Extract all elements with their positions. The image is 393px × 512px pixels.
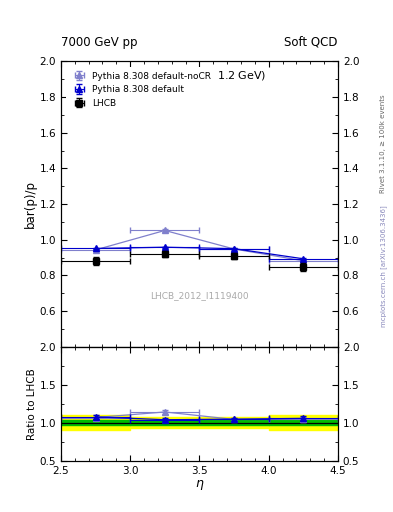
Text: Soft QCD: Soft QCD [285,36,338,49]
Legend: Pythia 8.308 default-noCR, Pythia 8.308 default, LHCB: Pythia 8.308 default-noCR, Pythia 8.308 … [66,67,215,112]
Y-axis label: bar(p)/p: bar(p)/p [24,180,37,228]
Text: LHCB_2012_I1119400: LHCB_2012_I1119400 [150,291,249,300]
Text: Rivet 3.1.10, ≥ 100k events: Rivet 3.1.10, ≥ 100k events [380,94,386,193]
X-axis label: $\eta$: $\eta$ [195,478,204,493]
Text: $\bar{p}/p$ vs $|y|$ ($p_{T} > 1.2$ GeV): $\bar{p}/p$ vs $|y|$ ($p_{T} > 1.2$ GeV) [132,70,266,84]
Text: 7000 GeV pp: 7000 GeV pp [61,36,138,49]
Text: mcplots.cern.ch [arXiv:1306.3436]: mcplots.cern.ch [arXiv:1306.3436] [380,205,387,327]
Y-axis label: Ratio to LHCB: Ratio to LHCB [27,368,37,440]
